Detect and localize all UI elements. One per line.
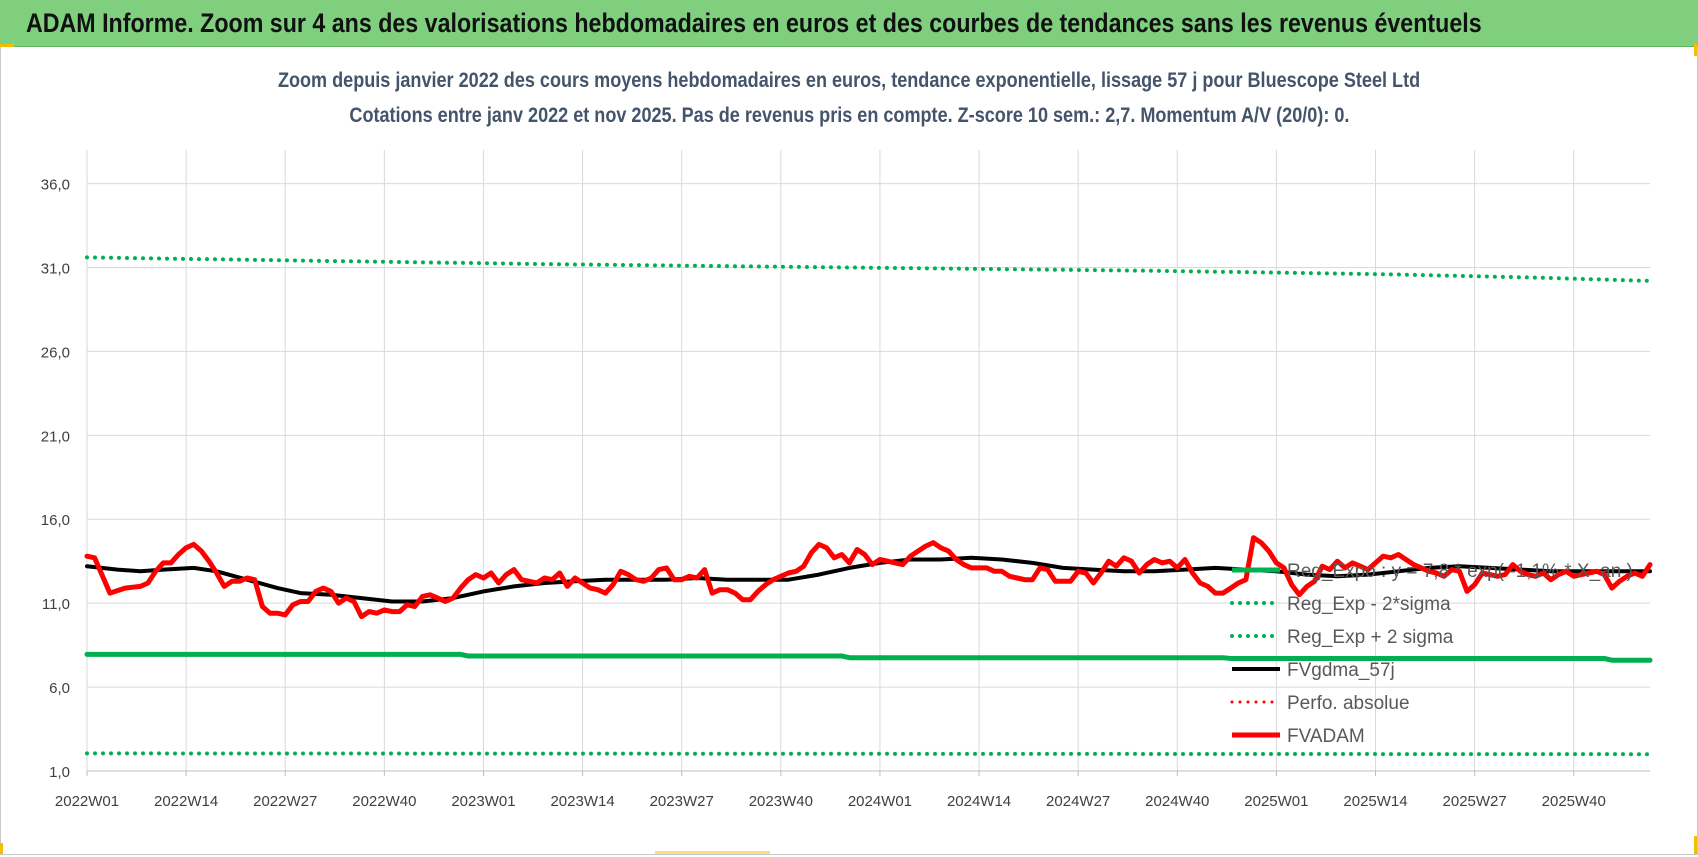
legend-label: FVADAM <box>1287 726 1365 747</box>
frame-marker-bottom <box>655 851 770 854</box>
frame-corner-bottom-right <box>1694 836 1697 854</box>
series-line-2 <box>85 255 1652 283</box>
y-tick-label: 16,0 <box>41 512 70 529</box>
y-tick-label: 21,0 <box>41 428 70 445</box>
x-tick-label: 2024W14 <box>947 793 1011 810</box>
x-tick-label: 2025W01 <box>1244 793 1308 810</box>
axis-labels: 1,0 6,0 11,0 16,0 21,0 26,0 31,0 36,0 2022W01 202… <box>41 177 1606 810</box>
grid <box>86 150 1650 776</box>
chart-subtitle: Cotations entre janv 2022 et nov 2025. P… <box>0 104 1698 128</box>
chart-title-text: Zoom depuis janvier 2022 des cours moyen… <box>277 69 1421 92</box>
y-tick-label: 1,0 <box>49 764 70 781</box>
x-tick-label: 2023W01 <box>451 793 515 810</box>
x-tick-label: 2023W27 <box>650 793 714 810</box>
chart-title: Zoom depuis janvier 2022 des cours moyen… <box>0 69 1698 93</box>
report-banner: ADAM Informe. Zoom sur 4 ans des valoris… <box>0 0 1698 47</box>
legend-box <box>1226 552 1616 756</box>
series-line-5 <box>84 535 1653 620</box>
x-tick-label: 2024W27 <box>1046 793 1110 810</box>
legend-label: Reg_Exp - 2*sigma <box>1287 594 1451 615</box>
legend-label: Perfo. absolue <box>1287 693 1410 714</box>
y-tick-label: 6,0 <box>49 680 70 697</box>
x-tick-label: 2025W14 <box>1343 793 1407 810</box>
x-tick-label: 2024W01 <box>848 793 912 810</box>
report-title: ADAM Informe. Zoom sur 4 ans des valoris… <box>26 8 1482 38</box>
x-tick-label: 2025W40 <box>1542 793 1606 810</box>
x-tick-label: 2022W40 <box>352 793 416 810</box>
x-tick-label: 2025W27 <box>1443 793 1507 810</box>
series-line-0 <box>84 651 1653 663</box>
series-line-3 <box>85 555 1652 604</box>
frame-corner-top-left <box>0 44 14 47</box>
legend-label: Reg_Exp + 2 sigma <box>1287 627 1454 648</box>
x-tick-label: 2024W40 <box>1145 793 1209 810</box>
x-tick-label: 2022W27 <box>253 793 317 810</box>
y-tick-label: 36,0 <box>41 177 70 194</box>
x-tick-label: 2023W14 <box>550 793 614 810</box>
series-layer <box>84 255 1653 757</box>
y-tick-label: 11,0 <box>42 596 70 613</box>
legend-label: Reg_Expo : y = 7,8 * exp( -1,1% * X_an ) <box>1287 561 1633 582</box>
x-tick-label: 2022W01 <box>55 793 119 810</box>
y-tick-label: 31,0 <box>41 260 70 277</box>
x-tick-label: 2022W14 <box>154 793 218 810</box>
chart-subtitle-text: Cotations entre janv 2022 et nov 2025. P… <box>348 104 1350 127</box>
y-tick-label: 26,0 <box>41 344 70 361</box>
frame-corner-bottom-left <box>0 843 3 854</box>
frame-corner-top-right <box>1694 44 1697 56</box>
series-line-1 <box>85 751 1652 757</box>
legend: Reg_Expo : y = 7,8 * exp( -1,1% * X_an )… <box>1226 552 1633 756</box>
legend-label: FVgdma_57j <box>1287 660 1395 681</box>
x-tick-label: 2023W40 <box>749 793 813 810</box>
